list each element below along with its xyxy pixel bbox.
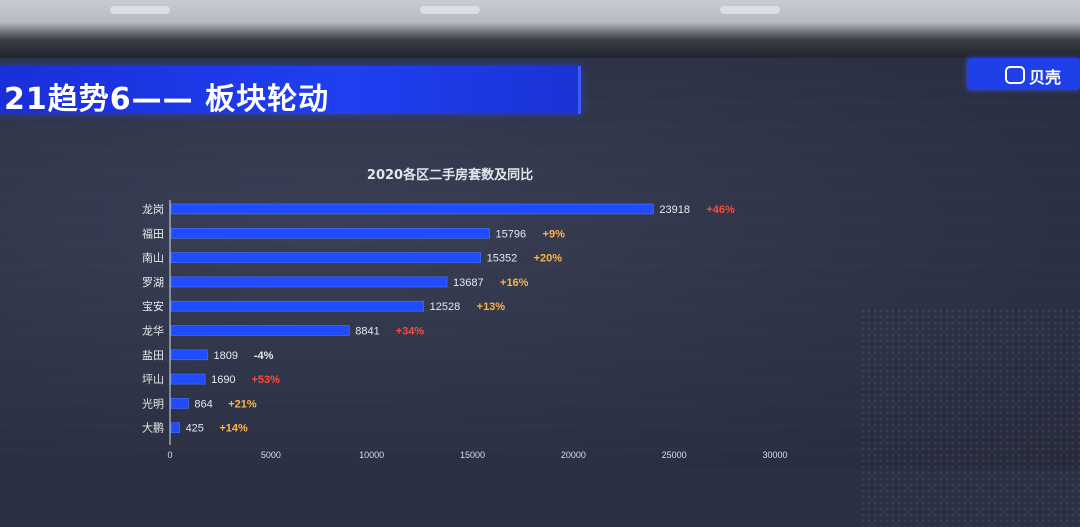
bar-value-label: 1690 [211, 374, 235, 386]
bar-value-label: 8841 [355, 326, 379, 338]
yoy-change-label: +16% [500, 277, 529, 289]
yoy-change-label: +21% [228, 398, 257, 410]
category-label: 福田 [142, 226, 164, 240]
bar [170, 276, 448, 288]
x-tick-label: 10000 [359, 450, 384, 460]
bar-value-label: 15796 [496, 228, 527, 240]
bar-value-label: 12528 [430, 301, 461, 313]
yoy-change-label: -4% [254, 350, 274, 362]
brand-logo: 贝壳 [967, 58, 1080, 90]
yoy-change-label: +13% [477, 301, 506, 313]
bar [170, 349, 208, 361]
x-tick-label: 20000 [561, 450, 586, 460]
bar-value-label: 1809 [213, 350, 237, 362]
chart-title: 2020各区二手房套数及同比 [366, 168, 534, 183]
brand-logo-text: 贝壳 [1029, 68, 1062, 87]
bar-chart: 龙岗 23918 +46% 福田 15796 +9% 南山 15352 +20% 罗湖 13687 +… [142, 200, 788, 460]
bar-value-label: 864 [194, 398, 212, 410]
x-tick-label: 0 [167, 450, 172, 460]
bar [170, 373, 206, 385]
slide-title-banner: 21趋势6—— 板块轮动 [0, 66, 581, 117]
x-tick-label: 15000 [460, 450, 485, 460]
yoy-change-label: +9% [543, 228, 566, 240]
x-tick-label: 30000 [762, 450, 787, 460]
bar [170, 422, 180, 434]
category-label: 南山 [142, 252, 164, 265]
ceiling-light [110, 6, 170, 14]
ceiling-light [420, 6, 480, 14]
bar [170, 203, 654, 215]
yoy-change-label: +14% [219, 423, 248, 435]
category-label: 坪山 [142, 373, 164, 386]
bar [170, 398, 189, 409]
bar [170, 252, 481, 263]
ceiling-light [720, 6, 780, 14]
x-tick-label: 25000 [662, 450, 687, 460]
category-label: 罗湖 [142, 276, 164, 289]
category-label: 光明 [142, 396, 164, 410]
yoy-change-label: +34% [396, 326, 425, 338]
yoy-change-label: +53% [251, 374, 280, 386]
category-label: 宝安 [142, 299, 164, 313]
category-label: 大鹏 [142, 421, 164, 435]
yoy-change-label: +20% [534, 253, 563, 265]
x-tick-label: 5000 [261, 450, 281, 460]
bar [170, 325, 350, 336]
category-label: 龙华 [142, 324, 164, 338]
category-label: 盐田 [142, 349, 164, 362]
bar [170, 300, 424, 312]
category-label: 龙岗 [142, 203, 164, 216]
shell-logo-icon [1005, 66, 1025, 84]
yoy-change-label: +46% [706, 204, 735, 216]
bar-value-label: 15352 [487, 253, 518, 265]
slide-title: 21趋势6—— 板块轮动 [4, 82, 330, 117]
bar-value-label: 23918 [659, 204, 690, 216]
bar-value-label: 13687 [453, 277, 484, 289]
ceiling-background [0, 0, 1080, 58]
bar [170, 228, 490, 239]
presentation-screen: 21趋势6—— 板块轮动 贝壳 2020各区二手房套数及同比 [0, 58, 1080, 527]
bar-value-label: 425 [186, 423, 204, 435]
